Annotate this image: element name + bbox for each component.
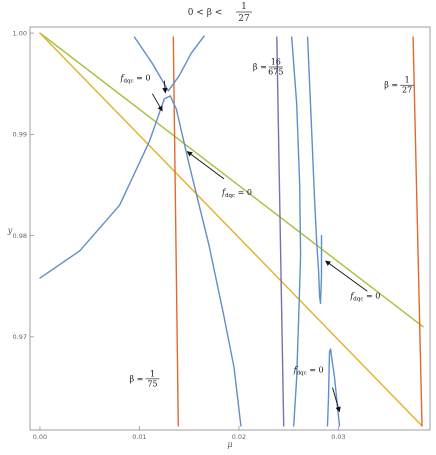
y-tick-label: 0.97 [13, 333, 27, 341]
x-tick-label: 0.01 [132, 433, 146, 441]
annotation-fraction-lhs-5: β = [253, 62, 267, 71]
series-line-6 [39, 95, 242, 427]
annotation-layer: fdqc = 0 fdqc = 0 fdqc = 0 fdqc = 0 β = 16675… [119, 57, 415, 388]
x-axis-ticks: 0.00 0.01 0.02 0.03 [33, 426, 346, 441]
series-line-2 [39, 32, 423, 427]
annotation-label-2: fdqc = 0 [221, 188, 252, 199]
series-line-5 [276, 36, 285, 427]
chart-title-numerator: 1 [241, 2, 247, 12]
annotation-label-4: fdqc = 0 [293, 365, 324, 376]
series-line-3 [172, 36, 180, 427]
x-tick-label: 0.02 [232, 433, 246, 441]
chart-title: 0 < β < 1 27 [188, 2, 252, 24]
chart-title-lhs: 0 < β < [188, 8, 223, 18]
annotation-fraction-den-5: 675 [268, 67, 283, 76]
series-line-9 [306, 36, 323, 305]
annotation-label-1: fdqc = 0 [119, 74, 150, 85]
x-axis-label: μ [227, 440, 232, 449]
y-tick-label: 1.00 [13, 29, 27, 37]
annotation-arrow-3 [186, 151, 225, 180]
y-axis-label: y [7, 226, 13, 235]
annotation-fraction-num-5: 16 [271, 57, 281, 66]
annotation-arrow-4 [325, 260, 368, 292]
annotation-fraction-den-6: 27 [402, 86, 412, 95]
annotation-fraction-num-7: 1 [150, 369, 155, 378]
series-line-10 [326, 348, 341, 427]
y-axis-ticks: 0.97 0.98 0.99 1.00 [13, 29, 34, 341]
annotation-fraction-den-7: 75 [147, 379, 157, 388]
y-tick-label: 0.99 [13, 131, 27, 139]
series-line-8 [291, 36, 302, 427]
chart-title-denominator: 27 [238, 14, 250, 24]
series-line-7 [133, 35, 205, 92]
annotation-arrow-1 [162, 80, 168, 94]
arrow-layer [151, 80, 368, 413]
annotation-arrow-5 [332, 387, 341, 413]
x-tick-label: 0.03 [331, 433, 345, 441]
annotation-fraction-lhs-7: β = [130, 374, 144, 383]
series-layer [39, 32, 424, 427]
annotation-label-3: fdqc = 0 [349, 291, 380, 302]
annotation-arrow-2 [151, 93, 163, 112]
series-line-4 [412, 36, 423, 427]
x-tick-label: 0.00 [33, 433, 47, 441]
y-tick-label: 0.98 [13, 232, 27, 240]
annotation-fraction-num-6: 1 [405, 76, 410, 85]
series-line-1 [39, 32, 424, 328]
annotation-fraction-lhs-6: β = [384, 81, 398, 90]
plot-frame [29, 26, 431, 431]
